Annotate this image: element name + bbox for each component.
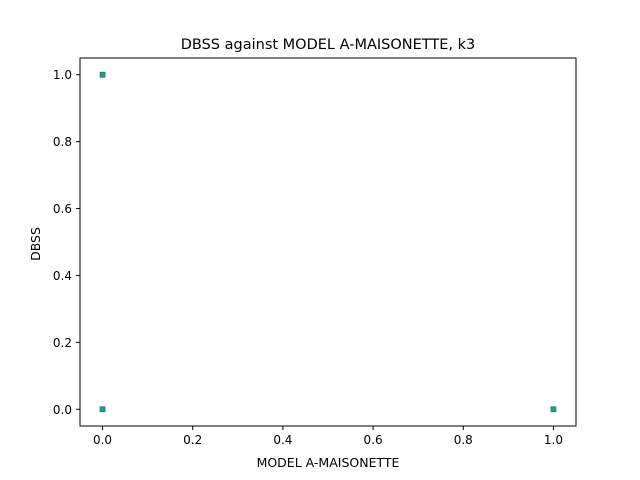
- x-tick-label: 0.6: [364, 433, 383, 447]
- y-tick-label: 0.6: [53, 202, 72, 216]
- y-tick-label: 0.4: [53, 269, 72, 283]
- y-tick-label: 1.0: [53, 68, 72, 82]
- points-layer: [99, 71, 557, 413]
- x-tick-label: 0.8: [454, 433, 473, 447]
- plot-frame: [79, 57, 577, 427]
- x-tick-label: 0.2: [183, 433, 202, 447]
- data-point: [550, 406, 557, 413]
- x-tick-label: 1.0: [544, 433, 563, 447]
- x-tick-label: 0.0: [93, 433, 112, 447]
- data-point: [99, 406, 106, 413]
- y-tick-label: 0.8: [53, 135, 72, 149]
- chart-title: DBSS against MODEL A-MAISONETTE, k3: [181, 37, 475, 53]
- x-tick-label: 0.4: [273, 433, 292, 447]
- ticks-layer: 0.0 0.2 0.4 0.6 0.8 1.0 0.0 0.2 0.4 0.6 0.8 1.0: [53, 68, 563, 447]
- y-tick-label: 0.0: [53, 403, 72, 417]
- y-axis-label: DBSS: [28, 227, 43, 261]
- data-point: [99, 71, 106, 78]
- x-axis-label: MODEL A-MAISONETTE: [257, 455, 400, 470]
- y-tick-label: 0.2: [53, 336, 72, 350]
